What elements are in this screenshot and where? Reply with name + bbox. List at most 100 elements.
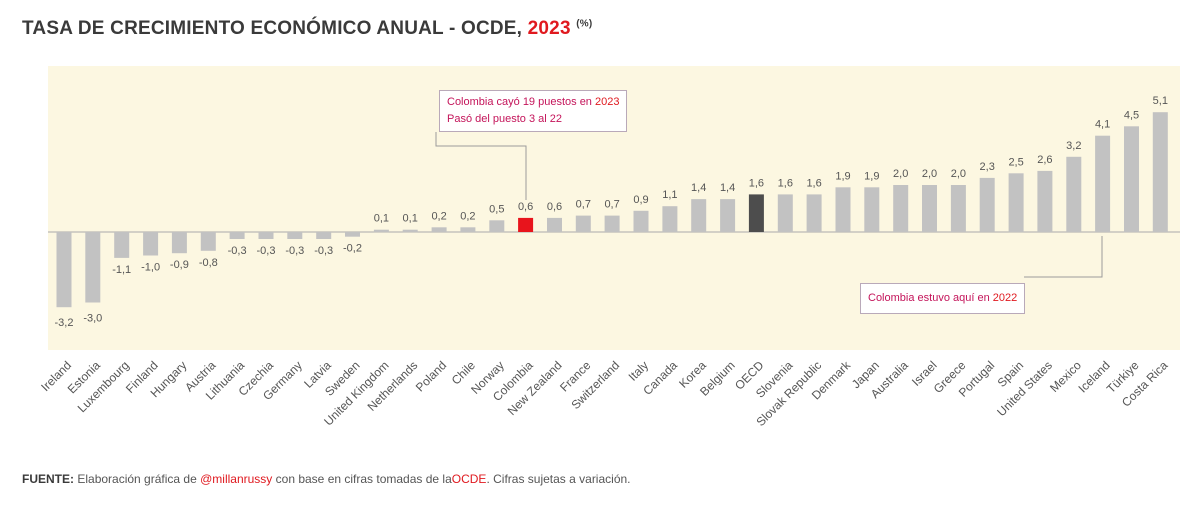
bar-latvia [316,232,332,239]
value-label-slovak-republic: 1,6 [806,177,821,189]
footer-text-a: Elaboración gráfica de [77,472,197,486]
value-label-norway: 0,5 [489,203,504,215]
bar-hungary [171,232,187,254]
value-label-italy: 0,9 [633,194,648,206]
category-label-poland: Poland [413,358,449,394]
bar-luxembourg [114,232,130,258]
value-label-germany: -0,3 [285,245,304,257]
bar-slovenia [777,194,793,232]
footer-text-b: con base en cifras tomadas de la [275,472,452,486]
value-label-canada: 1,1 [662,189,677,201]
value-label-japan: 1,9 [864,170,879,182]
bottom-callout-connector [1024,236,1103,278]
top-callout: Colombia cayó 19 puestos en 2023 Pasó de… [439,90,628,132]
bar-turkiye [1124,126,1139,233]
bar-mexico [1066,156,1082,232]
value-label-united-kingdom: 0,1 [374,213,389,225]
value-label-turkiye: 4,5 [1124,109,1139,121]
footer-text-c: . Cifras sujetas a variación. [486,472,631,486]
value-label-sweden: -0,2 [343,243,362,255]
bar-austria [200,232,216,251]
bar-poland [431,227,447,232]
bars-group [56,112,1168,308]
bar-united-kingdom [373,229,389,233]
bar-colombia [518,217,534,232]
footer-org: OCDE [451,472,487,486]
value-label-colombia: 0,6 [518,201,533,213]
bar-chile [460,227,476,232]
bar-sweden [345,232,360,237]
bar-germany [287,232,303,239]
bar-australia [893,185,909,232]
bar-france [575,215,591,232]
bar-estonia [85,232,101,303]
bar-israel [922,185,937,232]
value-label-latvia: -0,3 [314,245,333,257]
top-callout-connector [435,132,527,200]
top-callout-line2: Pasó del puesto 3 al 22 [447,113,562,125]
value-label-lithuania: -0,3 [228,245,247,257]
bar-slovak-republic [806,194,822,232]
bar-ireland [56,232,72,308]
bar-finland [143,232,159,256]
value-label-finland: -1,0 [141,262,160,274]
bar-japan [864,187,880,232]
bar-italy [633,210,649,232]
value-label-spain: 2,5 [1008,156,1023,168]
bar-denmark [835,187,851,232]
chart-title: TASA DE CRECIMIENTO ECONÓMICO ANUAL - OC… [22,18,592,40]
footer-handle: @millanrussy [200,472,273,486]
value-label-united-states: 2,6 [1037,154,1052,166]
value-label-new-zealand: 0,6 [547,201,562,213]
bar-lithuania [229,232,245,239]
value-label-denmark: 1,9 [835,170,850,182]
value-label-korea: 1,4 [691,182,706,194]
value-label-netherlands: 0,1 [403,213,418,225]
bar-norway [489,220,505,233]
value-label-portugal: 2,3 [980,161,995,173]
value-label-luxembourg: -1,1 [112,264,131,276]
top-callout-year: 2023 [595,96,620,108]
bar-costa-rica [1152,112,1168,232]
value-label-belgium: 1,4 [720,182,735,194]
bar-oecd [748,194,764,232]
bottom-callout: Colombia estuvo aquí en 2022 [860,283,1026,314]
bar-belgium [720,199,736,232]
title-year: 2023 [527,18,571,39]
value-label-iceland: 4,1 [1095,119,1110,131]
value-label-czechia: -0,3 [257,245,276,257]
bar-portugal [979,177,995,232]
bottom-callout-text: Colombia estuvo aquí en [868,292,990,304]
source-footer: FUENTE: Elaboración gráfica de @millanru… [22,472,631,486]
value-label-costa-rica: 5,1 [1153,95,1168,107]
bottom-callout-year: 2022 [992,292,1018,304]
value-labels-group: -3,2 -3,0 -1,1 -1,0 -0,9 -0,8 -0,3 -0,3 -0,3 -0,3… [55,95,1168,329]
value-label-hungary: -0,9 [170,259,189,271]
value-label-australia: 2,0 [893,168,908,180]
value-label-austria: -0,8 [199,257,218,269]
bar-canada [662,206,678,233]
value-label-france: 0,7 [576,199,591,211]
bar-spain [1008,173,1024,233]
bar-switzerland [604,215,620,232]
title-unit: (%) [576,18,593,30]
bar-united-states [1037,170,1053,232]
bar-greece [950,185,966,232]
value-label-estonia: -3,0 [83,313,102,325]
bar-netherlands [402,229,418,233]
value-label-ireland: -3,2 [55,317,74,329]
value-label-slovenia: 1,6 [778,177,793,189]
top-callout-line1: Colombia cayó 19 puestos en 2023 [447,94,619,111]
value-label-mexico: 3,2 [1066,140,1081,152]
value-label-oecd: 1,6 [749,177,764,189]
title-main: TASA DE CRECIMIENTO ECONÓMICO ANUAL - OC… [22,18,523,39]
callout-connectors [435,132,1103,278]
bar-new-zealand [547,217,562,232]
value-label-chile: 0,2 [460,210,475,222]
value-label-israel: 2,0 [922,168,937,180]
footer-label: FUENTE: [22,472,74,486]
top-callout-line1-text: Colombia cayó 19 puestos en [447,96,592,108]
category-labels-group: IrelandEstoniaLuxembourgFinlandHungaryAu… [38,358,1170,429]
bar-korea [691,199,707,232]
